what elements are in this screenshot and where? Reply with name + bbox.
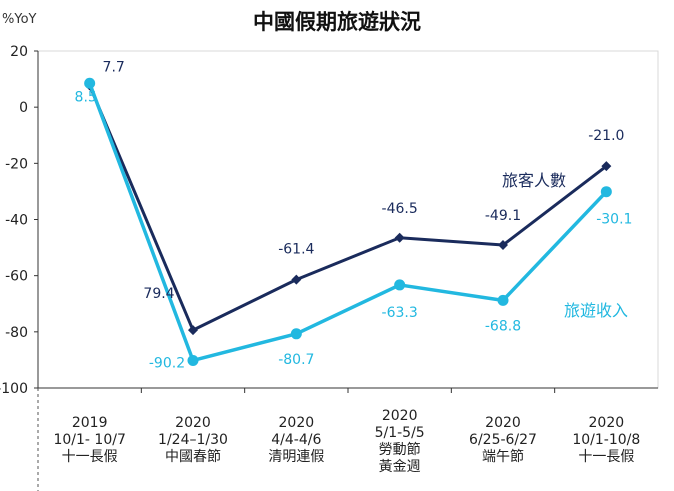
series-line-1 <box>88 82 608 363</box>
legend-label: 旅客人數 <box>502 171 566 190</box>
data-label: -21.0 <box>588 128 624 144</box>
y-tick-label: 0 <box>19 100 28 116</box>
data-point <box>394 232 405 243</box>
data-label: -46.5 <box>382 201 418 217</box>
data-label: -30.1 <box>596 212 632 228</box>
y-tick-label: -80 <box>5 325 28 341</box>
x-category-label: 2020 <box>382 408 418 424</box>
x-category-label: 端午節 <box>482 448 524 465</box>
data-label: 8.5 <box>75 89 97 105</box>
data-label: 79.4 <box>143 286 174 302</box>
data-label: -68.8 <box>485 318 521 334</box>
x-category-label: 黃金週 <box>379 459 421 475</box>
data-point <box>291 274 302 285</box>
legend-label: 旅遊收入 <box>564 301 628 320</box>
x-category-label: 2020 <box>485 415 521 431</box>
data-point <box>601 161 612 172</box>
data-label: -61.4 <box>278 242 314 258</box>
x-category-label: 10/1-10/8 <box>572 432 640 448</box>
data-point <box>188 325 198 336</box>
x-category-label: 十一長假 <box>578 449 634 465</box>
y-tick-label: -20 <box>5 156 28 172</box>
series-line-0 <box>88 84 608 332</box>
data-point <box>497 294 509 306</box>
data-label: 7.7 <box>103 60 125 76</box>
x-category-label: 6/25-6/27 <box>469 432 537 448</box>
data-point <box>498 240 508 251</box>
x-category-label: 中國春節 <box>165 448 221 465</box>
data-label: -63.3 <box>382 305 418 321</box>
data-point <box>187 354 199 366</box>
y-tick-label: -100 <box>0 381 28 397</box>
data-point <box>290 328 302 340</box>
plot-area <box>37 50 659 389</box>
chart-title: 中國假期旅遊狀況 <box>253 10 421 34</box>
x-category-label: 勞動節 <box>379 441 421 458</box>
x-category-label: 2020 <box>279 415 315 431</box>
x-category-label: 清明連假 <box>268 449 324 465</box>
x-category-label: 1/24–1/30 <box>158 432 228 448</box>
x-category-label: 2020 <box>589 415 625 431</box>
data-label: -90.2 <box>149 355 185 371</box>
x-category-label: 十一長假 <box>62 449 118 465</box>
data-point <box>600 186 612 198</box>
data-point <box>84 77 96 89</box>
y-tick-label: -40 <box>5 213 28 229</box>
data-label: -49.1 <box>485 208 521 224</box>
data-point <box>394 279 406 291</box>
x-category-label: 5/1-5/5 <box>375 425 425 441</box>
x-category-label: 4/4-4/6 <box>271 432 321 448</box>
y-tick-label: -60 <box>5 269 28 285</box>
x-category-label: 10/1- 10/7 <box>53 432 125 448</box>
data-label: -80.7 <box>278 352 314 368</box>
y-tick-label: 20 <box>10 44 28 60</box>
y-axis-label: %YoY <box>2 12 37 27</box>
x-category-label: 2019 <box>72 415 108 431</box>
x-category-label: 2020 <box>175 415 211 431</box>
